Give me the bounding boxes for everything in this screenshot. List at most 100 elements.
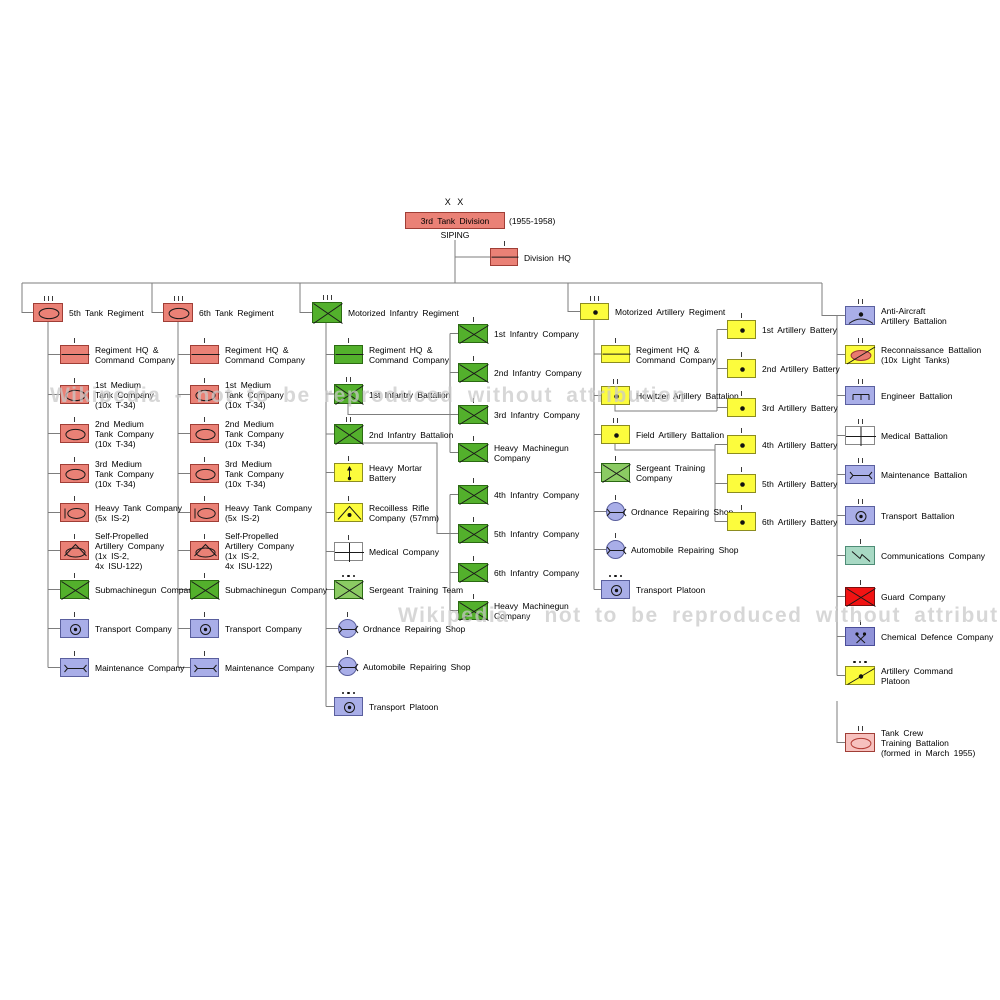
maintenance-icon	[194, 664, 217, 673]
echelon-mark	[845, 498, 875, 504]
unit-label: Reconnaissance Battalion (10x Light Tanks…	[881, 345, 982, 365]
unit-label: Artillery Command Platoon	[881, 666, 953, 686]
infantry-icon	[459, 364, 489, 383]
unit-label: Motorized Infantry Regiment	[348, 308, 459, 318]
division-hq	[490, 248, 519, 266]
mi-heavy-mortar	[334, 463, 363, 482]
mi-medical	[334, 542, 364, 562]
mi-3rd-company	[458, 405, 489, 425]
echelon-mark	[458, 397, 488, 403]
hq-icon	[491, 256, 519, 258]
echelon-mark	[458, 435, 488, 441]
r6-submachinegun	[190, 580, 220, 600]
echelon-mark	[601, 417, 630, 423]
ma-hq	[601, 345, 631, 363]
unit-label: 2nd Infantry Battalion	[369, 429, 454, 440]
tank-icon	[195, 389, 216, 402]
artillery-icon	[593, 310, 598, 315]
echelon-mark	[60, 572, 89, 578]
r6-sp-artillery	[190, 541, 219, 560]
r5-hq	[60, 345, 90, 364]
infantry-icon	[459, 444, 489, 463]
tank-icon	[38, 307, 60, 320]
echelon-mark	[727, 351, 756, 357]
ma-6th-battery	[727, 512, 756, 531]
infantry-icon	[459, 525, 489, 544]
unit-label: 6th Artillery Battery	[762, 517, 838, 527]
unit-label: Regiment HQ & Command Company	[636, 344, 716, 365]
unit-label: Sergeant Training Team	[369, 585, 464, 595]
unit-label: Automobile Repairing Shop	[363, 662, 471, 672]
echelon-mark	[845, 538, 875, 544]
unit-label: Automobile Repairing Shop	[631, 545, 739, 555]
chemical-icon	[855, 632, 867, 644]
unit-label: 1st Infantry Battalion	[369, 389, 451, 400]
tank-icon	[65, 468, 86, 481]
artillery-command-icon	[847, 668, 875, 685]
unit-label: Ordnance Repairing Shop	[631, 507, 734, 517]
unit-label: 1st Infantry Company	[494, 329, 579, 339]
echelon-mark	[190, 572, 219, 578]
echelon-mark	[845, 619, 875, 625]
infantry-icon	[191, 581, 220, 600]
unit-label: 1st Artillery Battery	[762, 325, 837, 335]
r6-1st-medium-tank	[190, 385, 219, 404]
div-communications-company	[845, 546, 875, 565]
echelon-mark	[334, 689, 363, 695]
sp-artillery-icon	[64, 543, 87, 558]
echelon-mark	[60, 611, 89, 617]
recoilless-icon	[337, 505, 362, 520]
unit-label: 2nd Medium Tank Company (10x T-34)	[225, 419, 284, 449]
unit-label: Ordnance Repairing Shop	[363, 624, 466, 634]
infantry-icon	[459, 486, 489, 505]
r5-sp-artillery	[60, 541, 89, 560]
r6-3rd-medium-tank	[190, 464, 219, 483]
unit-label: Engineer Battalion	[881, 391, 953, 401]
echelon-mark	[727, 466, 756, 472]
unit-label: Medical Battalion	[881, 431, 948, 441]
unit-label: Heavy Machinegun Company	[494, 443, 569, 463]
echelon-mark	[334, 376, 363, 382]
infantry-icon	[602, 464, 631, 483]
artillery-icon	[740, 443, 745, 448]
echelon-mark	[580, 295, 609, 301]
echelon-mark	[458, 555, 488, 561]
mi-4th-company	[458, 485, 489, 505]
mortar-icon	[347, 466, 352, 481]
mi-hmg-company-2	[458, 601, 489, 621]
unit-label: Regiment HQ & Command Company	[369, 345, 449, 365]
ma-ordnance-shop	[606, 502, 627, 521]
unit-label: Transport Platoon	[369, 702, 439, 712]
echelon-mark	[334, 572, 363, 578]
unit-label: Self-Propelled Artillery Company (1x IS-2,…	[225, 531, 295, 571]
unit-label: Regiment HQ & Command Company	[225, 345, 305, 365]
hq-icon	[602, 353, 631, 355]
infantry-icon	[459, 406, 489, 425]
division-echelon-xx: X X	[444, 197, 466, 207]
unit-label: Motorized Artillery Regiment	[615, 307, 726, 317]
div-guard-company	[845, 587, 876, 607]
div-chemical-company	[845, 627, 875, 646]
unit-label: 2nd Medium Tank Company (10x T-34)	[95, 419, 154, 449]
unit-label: Medical Company	[369, 547, 440, 557]
unit-label: 1st Medium Tank Company (10x T-34)	[95, 380, 154, 410]
echelon-mark	[458, 355, 488, 361]
watermark: Wikipedia - not to be reproduced without…	[398, 604, 1000, 627]
medical-icon	[846, 427, 876, 446]
unit-label: 5th Infantry Company	[494, 529, 580, 539]
r6-2nd-medium-tank	[190, 424, 219, 443]
unit-label: Field Artillery Battalion	[636, 430, 725, 440]
infantry-icon	[459, 325, 489, 344]
echelon-mark	[845, 579, 875, 585]
unit-label: 2nd Artillery Battery	[762, 364, 840, 374]
unit-label: 5th Artillery Battery	[762, 479, 838, 489]
unit-label: Submachinegun Company	[225, 585, 328, 595]
echelon-mark	[190, 611, 219, 617]
echelon-mark	[458, 516, 488, 522]
div-artillery-command-platoon	[845, 666, 875, 685]
echelon-mark	[845, 337, 875, 343]
hq-icon	[61, 354, 90, 356]
echelon-mark	[727, 504, 756, 510]
unit-label: Communications Company	[881, 551, 986, 561]
unit-label: Tank Crew Training Battalion (formed in Ma…	[881, 728, 976, 758]
